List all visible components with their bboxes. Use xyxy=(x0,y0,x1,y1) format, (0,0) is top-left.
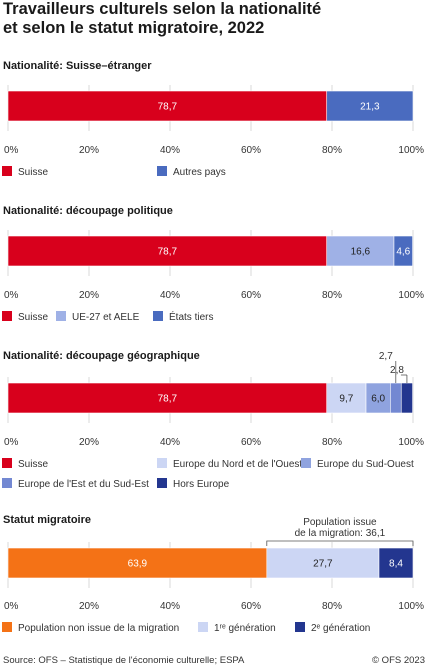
data-label: 8,4 xyxy=(389,559,403,570)
legend-label: Hors Europe xyxy=(173,479,230,490)
x-tick-label: 60% xyxy=(241,290,261,301)
x-tick-label: 0% xyxy=(4,601,19,612)
legend-swatch xyxy=(153,311,163,321)
bar-segment xyxy=(7,382,328,414)
x-tick-label: 40% xyxy=(160,601,180,612)
bracket-label: de la migration: 36,1 xyxy=(295,528,386,539)
panel-title: Nationalité: découpage géographique xyxy=(3,350,200,362)
bar-segment xyxy=(266,547,380,579)
legend-label: Europe de l'Est et du Sud-Est xyxy=(18,479,149,490)
x-tick-label: 40% xyxy=(160,145,180,156)
data-label: 2,8 xyxy=(390,365,404,376)
x-tick-label: 40% xyxy=(160,437,180,448)
source-note: Source: OFS – Statistique de l'économie … xyxy=(3,655,245,666)
bar-segment xyxy=(378,547,414,579)
x-tick-label: 100% xyxy=(398,601,424,612)
legend-swatch xyxy=(198,622,208,632)
x-tick-label: 80% xyxy=(322,437,342,448)
bar-segment xyxy=(326,90,414,122)
bar-segment xyxy=(393,235,413,267)
legend-swatch xyxy=(157,166,167,176)
legend-label: Europe du Nord et de l'Ouest xyxy=(173,459,302,470)
bracket-line xyxy=(266,540,414,546)
x-tick-label: 100% xyxy=(398,290,424,301)
data-label: 6,0 xyxy=(371,394,385,405)
legend-swatch xyxy=(2,478,12,488)
data-label: 4,6 xyxy=(396,247,410,258)
legend-label: Autres pays xyxy=(173,167,226,178)
legend-label: Europe du Sud-Ouest xyxy=(317,459,414,470)
legend-swatch xyxy=(295,622,305,632)
legend-swatch xyxy=(157,458,167,468)
data-label: 78,7 xyxy=(158,247,178,258)
copyright-note: © OFS 2023 xyxy=(372,655,425,666)
bar-segment xyxy=(400,382,413,414)
chart-title-line-2: et selon le statut migratoire, 2022 xyxy=(3,19,265,37)
data-label: 63,9 xyxy=(128,559,148,570)
data-label: 16,6 xyxy=(351,247,371,258)
legend-swatch xyxy=(2,311,12,321)
x-tick-label: 100% xyxy=(398,145,424,156)
legend-label: 2ᵉ génération xyxy=(311,623,370,634)
x-tick-label: 40% xyxy=(160,290,180,301)
legend-swatch xyxy=(2,458,12,468)
x-tick-label: 100% xyxy=(398,437,424,448)
legend-label: Suisse xyxy=(18,459,48,470)
bar-segment xyxy=(390,382,402,414)
legend-label: UE-27 et AELE xyxy=(72,312,140,323)
panel-title: Statut migratoire xyxy=(3,514,91,526)
data-label: 27,7 xyxy=(313,559,333,570)
x-tick-label: 20% xyxy=(79,290,99,301)
bar-segment xyxy=(7,547,268,579)
x-tick-label: 0% xyxy=(4,290,19,301)
legend-label: Population non issue de la migration xyxy=(18,623,179,634)
x-tick-label: 20% xyxy=(79,601,99,612)
x-tick-label: 20% xyxy=(79,437,99,448)
data-label: 9,7 xyxy=(339,394,353,405)
legend-label: Suisse xyxy=(18,312,48,323)
bar-segment xyxy=(326,235,395,267)
stacked-bar-charts: Nationalité: Suisse–étranger 78,7 21,3 0% 20… xyxy=(2,60,424,634)
x-tick-label: 0% xyxy=(4,437,19,448)
panel-title: Nationalité: Suisse–étranger xyxy=(3,60,152,72)
bar-segment xyxy=(365,382,391,414)
chart-title: Travailleurs culturels selon la national… xyxy=(3,0,423,38)
legend-label: 1ʳᵉ génération xyxy=(214,623,276,634)
legend-label: États tiers xyxy=(169,310,213,323)
legend-swatch xyxy=(301,458,311,468)
x-tick-label: 80% xyxy=(322,290,342,301)
data-label: 2,7 xyxy=(379,351,393,362)
x-tick-label: 60% xyxy=(241,437,261,448)
x-tick-label: 20% xyxy=(79,145,99,156)
data-label: 78,7 xyxy=(158,394,178,405)
panel-title: Nationalité: découpage politique xyxy=(3,205,173,217)
x-tick-label: 60% xyxy=(241,145,261,156)
bar-segment xyxy=(7,90,328,122)
bracket-label: Population issue xyxy=(303,517,377,528)
data-label: 78,7 xyxy=(158,102,178,113)
legend-swatch xyxy=(2,166,12,176)
x-tick-label: 80% xyxy=(322,601,342,612)
data-label: 21,3 xyxy=(360,102,380,113)
x-tick-label: 0% xyxy=(4,145,19,156)
legend-swatch xyxy=(2,622,12,632)
x-tick-label: 60% xyxy=(241,601,261,612)
legend-label: Suisse xyxy=(18,167,48,178)
footer: Source: OFS – Statistique de l'économie … xyxy=(3,655,425,669)
x-tick-label: 80% xyxy=(322,145,342,156)
legend-swatch xyxy=(56,311,66,321)
chart-title-line-1: Travailleurs culturels selon la national… xyxy=(3,0,322,18)
legend-swatch xyxy=(157,478,167,488)
bar-segment xyxy=(7,235,328,267)
